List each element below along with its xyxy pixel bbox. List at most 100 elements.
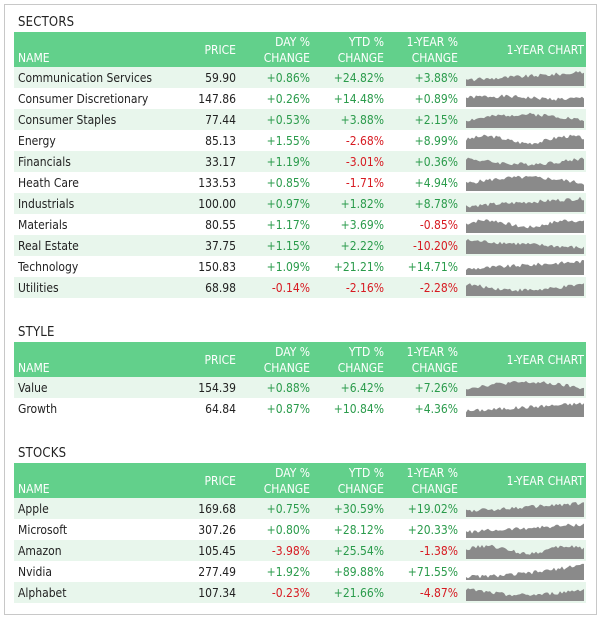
data-table: NAME PRICE DAY % CHANGE YTD % CHANGE 1-YEAR % C… xyxy=(14,342,586,419)
row-year-change: +14.71% xyxy=(388,256,462,277)
sparkline-area xyxy=(466,196,584,212)
table-row: Financials 33.17 +1.19% -3.01% +0.36% xyxy=(14,151,586,172)
sparkline-area xyxy=(466,239,584,254)
row-sparkline xyxy=(462,398,586,419)
row-day-change: +1.55% xyxy=(240,130,314,151)
year-change-column-header: 1-YEAR % CHANGE xyxy=(388,32,462,67)
row-name: Technology xyxy=(14,256,184,277)
row-day-change: +1.19% xyxy=(240,151,314,172)
name-column-header: NAME xyxy=(14,342,184,377)
row-ytd-change: +89.88% xyxy=(314,561,388,582)
sparkline-area xyxy=(466,157,584,170)
row-day-change: +0.85% xyxy=(240,172,314,193)
table-row: Consumer Staples 77.44 +0.53% +3.88% +2.15% xyxy=(14,109,586,130)
sparkline-chart xyxy=(466,260,584,275)
sparkline-chart xyxy=(466,381,584,396)
header-line: YTD % xyxy=(348,465,384,480)
row-year-change: +20.33% xyxy=(388,519,462,540)
row-year-change: -4.87% xyxy=(388,582,462,603)
row-year-change: +71.55% xyxy=(388,561,462,582)
header-row: NAME PRICE DAY % CHANGE YTD % CHANGE 1-YEAR % C… xyxy=(14,342,586,377)
sparkline-area xyxy=(466,563,584,580)
row-day-change: +1.09% xyxy=(240,256,314,277)
row-name: Heath Care xyxy=(14,172,184,193)
row-name: Apple xyxy=(14,498,184,519)
row-ytd-change: +3.69% xyxy=(314,214,388,235)
section-stocks: STOCKS NAME PRICE DAY % CHANGE YTD % CHANGE 1-Y… xyxy=(14,445,586,603)
sparkline-chart xyxy=(466,175,584,191)
name-column-header: NAME xyxy=(14,463,184,498)
header-line: CHANGE xyxy=(411,50,458,65)
row-sparkline xyxy=(462,540,586,561)
row-sparkline xyxy=(462,172,586,193)
row-price: 85.13 xyxy=(184,130,240,151)
report-frame xyxy=(4,4,597,615)
header-line: CHANGE xyxy=(411,481,458,496)
row-name: Energy xyxy=(14,130,184,151)
row-price: 80.55 xyxy=(184,214,240,235)
row-name: Real Estate xyxy=(14,235,184,256)
sparkline-chart xyxy=(466,283,584,296)
row-sparkline xyxy=(462,561,586,582)
row-ytd-change: +10.84% xyxy=(314,398,388,419)
sparkline-chart xyxy=(466,219,584,233)
row-year-change: -1.38% xyxy=(388,540,462,561)
header-line: YTD % xyxy=(348,344,384,359)
table-row: Materials 80.55 +1.17% +3.69% -0.85% xyxy=(14,214,586,235)
row-ytd-change: +14.48% xyxy=(314,88,388,109)
sparkline-chart xyxy=(466,563,584,580)
row-year-change: -0.85% xyxy=(388,214,462,235)
row-sparkline xyxy=(462,277,586,298)
data-table: NAME PRICE DAY % CHANGE YTD % CHANGE 1-YEAR % C… xyxy=(14,463,586,603)
row-sparkline xyxy=(462,88,586,109)
row-name: Communication Services xyxy=(14,67,184,88)
row-year-change: +19.02% xyxy=(388,498,462,519)
table-row: Energy 85.13 +1.55% -2.68% +8.99% xyxy=(14,130,586,151)
row-name: Amazon xyxy=(14,540,184,561)
header-line: CHANGE xyxy=(337,50,384,65)
ytd-change-column-header: YTD % CHANGE xyxy=(314,32,388,67)
sparkline-area xyxy=(466,175,584,191)
year-change-column-header: 1-YEAR % CHANGE xyxy=(388,463,462,498)
table-row: Utilities 68.98 -0.14% -2.16% -2.28% xyxy=(14,277,586,298)
chart-column-header: 1-YEAR CHART xyxy=(462,463,586,498)
sparkline-area xyxy=(466,94,584,107)
table-row: Apple 169.68 +0.75% +30.59% +19.02% xyxy=(14,498,586,519)
row-year-change: -10.20% xyxy=(388,235,462,256)
row-year-change: +0.36% xyxy=(388,151,462,172)
sparkline-area xyxy=(466,402,584,417)
row-name: Consumer Staples xyxy=(14,109,184,130)
sparkline-area xyxy=(466,588,584,601)
sparkline-area xyxy=(466,544,584,559)
sparkline-chart xyxy=(466,157,584,170)
sparkline-area xyxy=(466,502,584,517)
ytd-change-column-header: YTD % CHANGE xyxy=(314,342,388,377)
sparkline-chart xyxy=(466,71,584,86)
sparkline-chart xyxy=(466,544,584,559)
row-year-change: +4.94% xyxy=(388,172,462,193)
row-name: Consumer Discretionary xyxy=(14,88,184,109)
sparkline-area xyxy=(466,71,584,86)
price-column-header: PRICE xyxy=(184,32,240,67)
row-day-change: -0.23% xyxy=(240,582,314,603)
row-name: Nvidia xyxy=(14,561,184,582)
day-change-column-header: DAY % CHANGE xyxy=(240,32,314,67)
row-day-change: +0.26% xyxy=(240,88,314,109)
row-year-change: +8.78% xyxy=(388,193,462,214)
row-ytd-change: +21.66% xyxy=(314,582,388,603)
row-day-change: +1.17% xyxy=(240,214,314,235)
sparkline-chart xyxy=(466,134,584,149)
row-price: 169.68 xyxy=(184,498,240,519)
row-sparkline xyxy=(462,193,586,214)
row-price: 77.44 xyxy=(184,109,240,130)
sparkline-chart xyxy=(466,402,584,417)
row-day-change: +1.92% xyxy=(240,561,314,582)
name-column-header: NAME xyxy=(14,32,184,67)
row-price: 68.98 xyxy=(184,277,240,298)
row-year-change: +8.99% xyxy=(388,130,462,151)
chart-column-header: 1-YEAR CHART xyxy=(462,32,586,67)
table-row: Technology 150.83 +1.09% +21.21% +14.71% xyxy=(14,256,586,277)
row-name: Industrials xyxy=(14,193,184,214)
row-year-change: -2.28% xyxy=(388,277,462,298)
table-row: Growth 64.84 +0.87% +10.84% +4.36% xyxy=(14,398,586,419)
